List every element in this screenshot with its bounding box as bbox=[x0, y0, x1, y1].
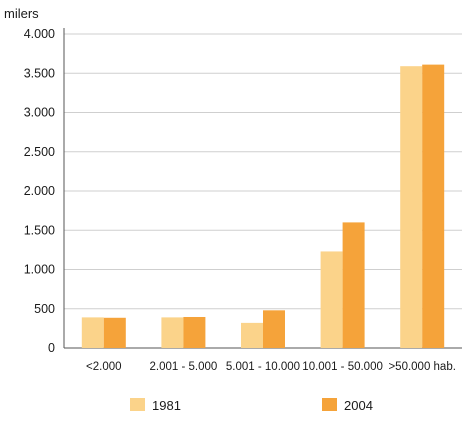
legend-swatch-2004 bbox=[322, 398, 337, 411]
x-tick-label: 5.001 - 10.000 bbox=[226, 361, 300, 373]
y-tick-label: 2.500 bbox=[24, 145, 55, 159]
bars bbox=[81, 64, 445, 349]
y-tick-label: 500 bbox=[34, 302, 55, 316]
y-tick-label: 1.000 bbox=[24, 263, 55, 277]
bar-1981-4 bbox=[400, 66, 423, 348]
y-tick-labels: 0 500 1.000 1.500 2.000 2.500 3.000 3.500 4.000 bbox=[24, 27, 55, 355]
legend: 1981 2004 bbox=[130, 398, 373, 413]
bar-1981-3 bbox=[320, 251, 343, 348]
bar-2004-1 bbox=[183, 316, 206, 348]
y-tick-label: 2.000 bbox=[24, 184, 55, 198]
legend-label: 2004 bbox=[344, 398, 373, 413]
bar-1981-2 bbox=[241, 322, 263, 348]
x-tick-label: >50.000 hab. bbox=[388, 361, 455, 373]
bar-2004-3 bbox=[342, 222, 365, 348]
bar-2004-4 bbox=[422, 64, 445, 349]
y-tick-label: 0 bbox=[48, 341, 55, 355]
bar-2004-2 bbox=[263, 310, 285, 348]
legend-label: 1981 bbox=[152, 398, 181, 413]
gridlines bbox=[63, 28, 462, 349]
y-tick-label: 3.000 bbox=[24, 106, 55, 120]
x-tick-label: 2.001 - 5.000 bbox=[150, 361, 218, 373]
bar-1981-1 bbox=[161, 317, 184, 348]
y-tick-label: 1.500 bbox=[24, 223, 55, 237]
bar-2004-0 bbox=[103, 317, 126, 348]
x-tick-labels: <2.000 2.001 - 5.000 5.001 - 10.000 10.001 … bbox=[86, 361, 456, 373]
y-axis-label: milers bbox=[4, 6, 39, 21]
legend-swatch-1981 bbox=[130, 398, 145, 411]
x-tick-label: <2.000 bbox=[86, 361, 122, 373]
y-tick-label: 4.000 bbox=[24, 27, 55, 41]
bar-1981-0 bbox=[81, 317, 104, 348]
y-tick-label: 3.500 bbox=[24, 66, 55, 80]
x-tick-label: 10.001 - 50.000 bbox=[302, 361, 383, 373]
